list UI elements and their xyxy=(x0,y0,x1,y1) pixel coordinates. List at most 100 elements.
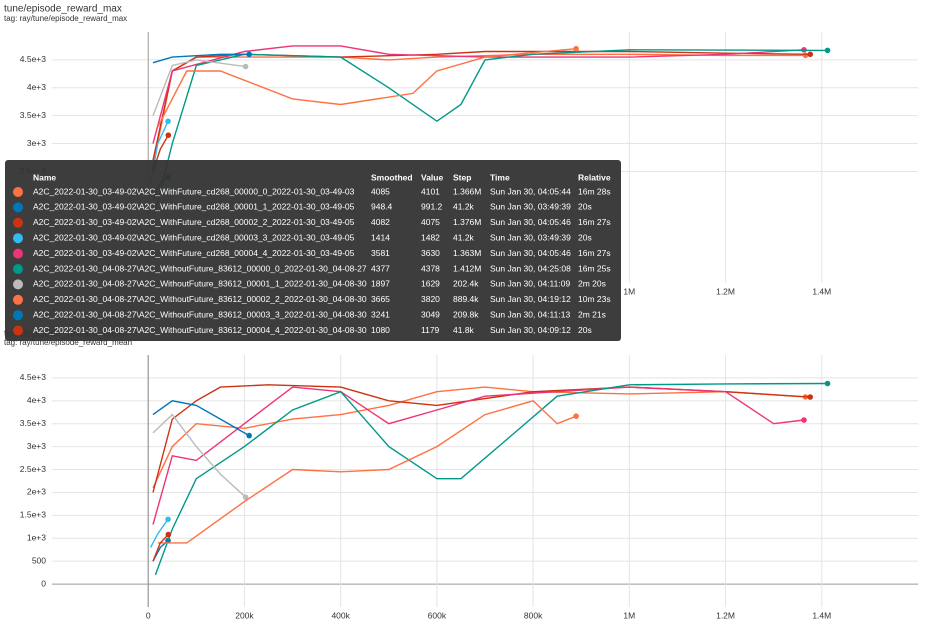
tooltip-cell: 4075 xyxy=(421,217,440,227)
tooltip-cell: A2C_2022-01-30_03-49-02\A2C_WithFuture_c… xyxy=(33,217,355,227)
series-line xyxy=(152,53,250,64)
series-end-dot xyxy=(246,51,252,58)
x-tick-label: 0 xyxy=(146,610,151,620)
y-tick-label: 3.5e+3 xyxy=(20,110,47,120)
series-end-dot xyxy=(824,47,831,54)
tooltip-cell: 1629 xyxy=(421,279,440,289)
run-color-dot xyxy=(13,264,23,274)
tooltip-background xyxy=(5,160,621,341)
tooltip-cell: Sun Jan 30, 04:11:13 xyxy=(490,309,570,319)
x-tick-label: 600k xyxy=(428,610,447,620)
series-line xyxy=(152,534,169,562)
chart-title: tune/episode_reward_max xyxy=(4,4,122,15)
series-line xyxy=(152,386,806,489)
series-line xyxy=(154,382,828,576)
series-end-dot xyxy=(807,394,814,400)
tooltip-cell: 16m 28s xyxy=(578,186,611,196)
tooltip-cell: A2C_2022-01-30_03-49-02\A2C_WithFuture_c… xyxy=(33,248,355,258)
y-tick-label: 3e+3 xyxy=(27,138,46,148)
tooltip-cell: 16m 25s xyxy=(578,263,611,273)
tooltip-cell: Sun Jan 30, 04:05:44 xyxy=(490,186,571,196)
tooltip-cell: 4101 xyxy=(421,186,440,196)
series-end-dot xyxy=(165,118,171,125)
tooltip-cell: 3241 xyxy=(371,309,390,319)
x-tick-label: 400k xyxy=(331,610,350,620)
series-end-dot xyxy=(801,417,807,423)
tooltip: Name Smoothed Value Step Time Relative A2C_202… xyxy=(5,160,621,341)
tooltip-cell: Sun Jan 30, 04:19:12 xyxy=(490,294,571,304)
tooltip-cell: Sun Jan 30, 04:09:12 xyxy=(490,325,571,335)
tooltip-cell: A2C_2022-01-30_04-08-27\A2C_WithoutFutur… xyxy=(33,309,367,319)
tooltip-cell: 1897 xyxy=(371,279,390,289)
tooltip-cell: A2C_2022-01-30_04-08-27\A2C_WithoutFutur… xyxy=(33,279,367,289)
tooltip-cell: 2m 21s xyxy=(578,309,606,319)
tooltip-column-header: Smoothed xyxy=(371,172,413,182)
tooltip-cell: 4082 xyxy=(371,217,390,227)
tooltip-cell: 948.4 xyxy=(371,202,393,212)
y-tick-label: 2e+3 xyxy=(27,487,46,497)
tooltip-cell: 1414 xyxy=(371,232,390,242)
tooltip-cell: 991.2 xyxy=(421,202,443,212)
series-line xyxy=(152,59,246,116)
y-tick-label: 4.5e+3 xyxy=(20,372,47,382)
tooltip-cell: 1.412M xyxy=(453,263,481,273)
series-line xyxy=(149,518,169,548)
run-color-dot xyxy=(13,187,23,197)
charts: tune/episode_reward_max tag: ray/tune/epi… xyxy=(4,4,918,620)
chart-subtitle: tag: ray/tune/episode_reward_mean xyxy=(4,338,132,347)
run-color-dot xyxy=(13,325,23,336)
tooltip-cell: 41.2k xyxy=(453,232,475,242)
tooltip-cell: 3820 xyxy=(421,294,440,304)
tooltip-cell: 16m 27s xyxy=(578,217,611,227)
tooltip-cell: 1080 xyxy=(371,325,390,335)
tooltip-cell: 1.363M xyxy=(453,248,481,258)
series-line xyxy=(152,50,811,161)
run-color-dot xyxy=(13,248,23,259)
series-line xyxy=(157,48,577,128)
x-tick-label: 1.2M xyxy=(716,286,735,296)
series-end-dot xyxy=(242,63,249,70)
series-end-dot xyxy=(802,52,809,59)
tooltip-cell: 20s xyxy=(578,202,592,212)
tooltip-cell: 20s xyxy=(578,232,592,242)
tooltip-cell: Sun Jan 30, 03:49:39 xyxy=(490,202,571,212)
tooltip-cell: 41.2k xyxy=(453,202,475,212)
tooltip-cell: 2m 20s xyxy=(578,279,606,289)
tooltip-column-header: Time xyxy=(490,172,510,182)
y-tick-label: 4e+3 xyxy=(27,82,46,92)
series-end-dot xyxy=(824,380,831,387)
tooltip-cell: 3630 xyxy=(421,248,440,258)
y-tick-label: 2.5e+3 xyxy=(20,464,47,474)
run-color-dot xyxy=(13,217,23,228)
tooltip-cell: 1.366M xyxy=(453,186,481,196)
tooltip-cell: 3049 xyxy=(421,309,440,319)
tooltip-cell: Sun Jan 30, 04:25:08 xyxy=(490,263,571,273)
series-end-dot xyxy=(165,531,172,538)
tooltip-cell: A2C_2022-01-30_04-08-27\A2C_WithoutFutur… xyxy=(33,263,367,273)
x-tick-label: 1M xyxy=(623,286,635,296)
tooltip-column-header: Relative xyxy=(578,172,611,182)
tooltip-cell: 202.4k xyxy=(453,279,479,289)
series-line xyxy=(152,386,805,525)
series-end-dot xyxy=(242,494,249,500)
y-tick-label: 500 xyxy=(32,555,46,565)
tooltip-cell: A2C_2022-01-30_03-49-02\A2C_WithFuture_c… xyxy=(33,202,355,212)
tooltip-cell: 4378 xyxy=(421,263,440,273)
run-color-dot xyxy=(13,233,23,244)
tooltip-column-header: Step xyxy=(453,172,471,182)
tooltip-cell: 10m 23s xyxy=(578,294,611,304)
run-color-dot xyxy=(13,310,23,321)
series-line xyxy=(154,49,828,211)
tooltip-cell: 3581 xyxy=(371,248,390,258)
tooltip-cell: 1179 xyxy=(421,325,440,335)
tooltip-cell: 41.8k xyxy=(453,325,475,335)
tooltip-cell: 1482 xyxy=(421,232,440,242)
tooltip-cell: 3665 xyxy=(371,294,390,304)
series-end-dot xyxy=(246,432,252,439)
tooltip-cell: A2C_2022-01-30_03-49-02\A2C_WithFuture_c… xyxy=(33,232,355,242)
series-line xyxy=(152,413,247,498)
tooltip-cell: 209.8k xyxy=(453,309,479,319)
tooltip-cell: A2C_2022-01-30_04-08-27\A2C_WithoutFutur… xyxy=(33,294,367,304)
series-end-dot xyxy=(807,51,814,58)
